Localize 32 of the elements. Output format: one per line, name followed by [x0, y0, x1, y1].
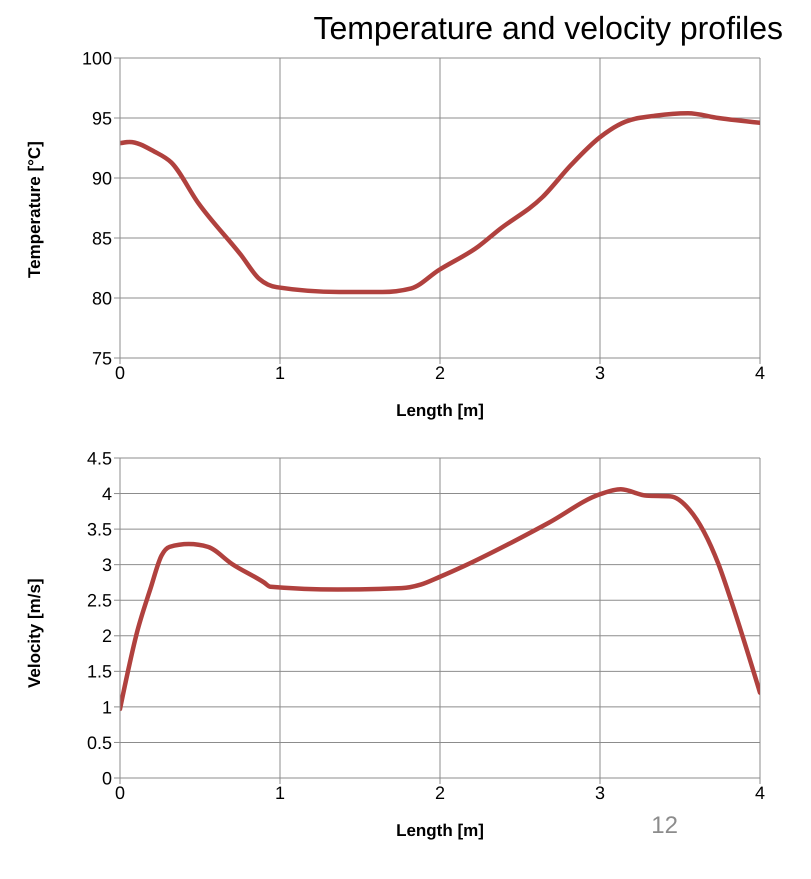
y-axis-title: Temperature [°C]	[25, 141, 44, 278]
y-tick-label: 0.5	[86, 732, 112, 753]
y-axis-title: Velocity [m/s]	[25, 578, 44, 688]
x-tick-label: 4	[754, 362, 766, 383]
x-tick-label: 1	[274, 782, 286, 803]
chart-title: Temperature and velocity profiles	[312, 9, 784, 48]
y-tick-label: 4	[102, 484, 112, 504]
y-tick-label: 75	[92, 348, 112, 368]
y-tick-label: 3	[102, 555, 112, 576]
x-tick-label: 3	[594, 362, 606, 383]
x-tick-label: 2	[434, 782, 446, 803]
y-tick-label: 2	[102, 626, 112, 646]
y-tick-label: 1	[102, 697, 112, 718]
x-tick-label: 3	[594, 782, 606, 803]
text: 12	[651, 812, 678, 840]
x-axis-title: Length [m]	[396, 821, 484, 840]
x-tick-label: 0	[114, 782, 126, 803]
y-tick-label: 0	[102, 768, 112, 788]
x-tick-label: 4	[754, 782, 766, 803]
y-tick-label: 100	[82, 48, 112, 68]
x-tick-label: 0	[114, 362, 126, 383]
y-tick-label: 4.5	[86, 448, 112, 468]
y-tick-label: 3.5	[86, 520, 112, 540]
x-axis-title: Length [m]	[396, 401, 484, 420]
y-tick-label: 95	[92, 108, 112, 128]
y-tick-label: 85	[92, 228, 112, 248]
y-tick-label: 2.5	[86, 590, 112, 611]
x-tick-label: 1	[274, 362, 286, 383]
y-tick-label: 1.5	[86, 662, 112, 682]
y-tick-label: 80	[92, 288, 112, 308]
x-tick-label: 2	[434, 362, 446, 383]
y-tick-label: 90	[92, 168, 112, 188]
